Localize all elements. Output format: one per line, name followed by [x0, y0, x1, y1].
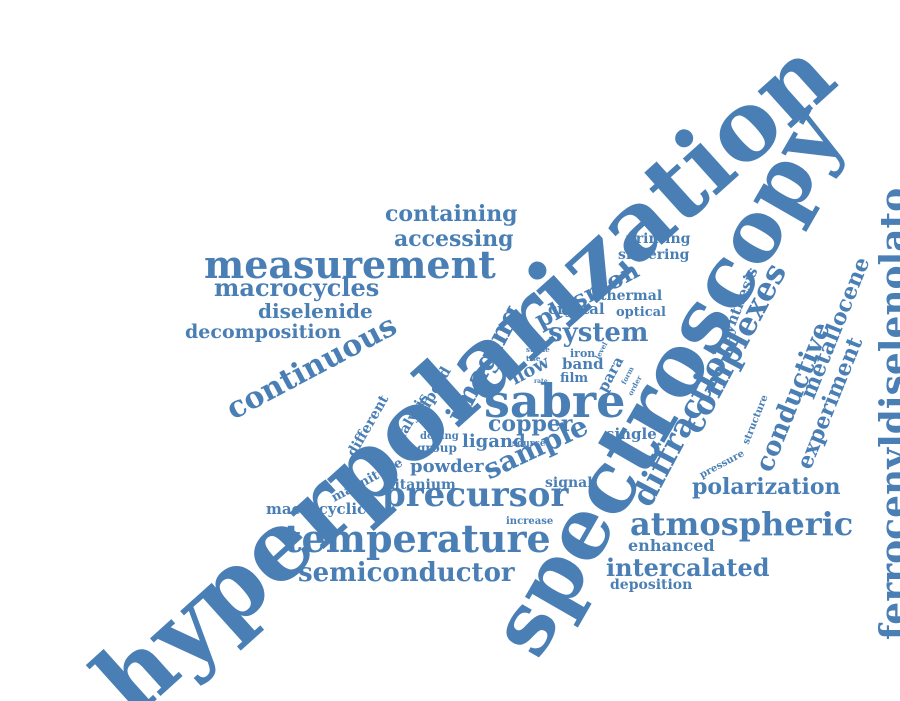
cloud-word: single — [606, 425, 657, 443]
cloud-word: system — [548, 318, 649, 348]
cloud-word: crystal — [548, 300, 605, 318]
cloud-word: containing — [385, 201, 518, 227]
cloud-word: decomposition — [185, 321, 342, 343]
cloud-word: powder — [410, 456, 484, 477]
cloud-word: stable — [526, 345, 550, 354]
cloud-word: intercalated — [606, 553, 770, 582]
cloud-word: thermal — [600, 288, 663, 304]
cloud-word: macrocycles — [214, 273, 380, 302]
cloud-word: group — [417, 441, 457, 455]
cloud-word: film — [560, 371, 589, 386]
cloud-word: rate — [534, 378, 548, 385]
cloud-word: signal — [545, 475, 593, 491]
cloud-word: polarization — [692, 474, 841, 500]
cloud-word: diselenide — [258, 299, 373, 323]
cloud-word: deposition — [610, 577, 693, 593]
cloud-word: atmospheric — [630, 505, 854, 543]
cloud-word: precursor — [382, 475, 569, 515]
cloud-word: doping — [420, 431, 459, 442]
cloud-word: titanium — [388, 477, 456, 493]
cloud-word: source — [512, 439, 546, 449]
cloud-word: measurement — [204, 242, 496, 287]
cloud-word: macrocyclic — [266, 500, 367, 518]
cloud-word: ligand — [462, 431, 526, 452]
cloud-word: semiconductor — [298, 558, 515, 588]
cloud-word: tise — [526, 354, 541, 363]
cloud-word: increase — [506, 516, 554, 527]
cloud-word: ferrocenyldiselenolato — [873, 187, 900, 641]
cloud-word: sintering — [618, 247, 690, 263]
cloud-word: iron — [570, 347, 596, 360]
cloud-word: sabre — [484, 374, 626, 428]
cloud-word: optical — [616, 305, 666, 320]
cloud-word: accessing — [394, 226, 514, 252]
cloud-word: copper — [488, 411, 573, 437]
cloud-word: temperature — [284, 516, 551, 561]
cloud-word: enhanced — [628, 536, 715, 555]
cloud-word: band — [562, 355, 604, 373]
cloud-word: printing — [626, 231, 691, 247]
